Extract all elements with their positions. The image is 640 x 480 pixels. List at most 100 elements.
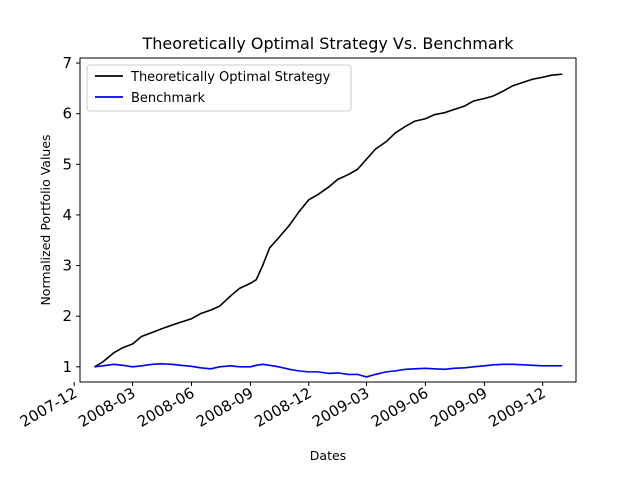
data-point-optimal [190,318,193,320]
data-point-optimal [255,279,257,281]
data-point-benchmark [356,373,359,376]
data-point-optimal [113,352,115,354]
y-tick-label: 1 [62,358,72,376]
data-point-benchmark [385,371,387,373]
data-point-benchmark [453,367,455,369]
data-point-optimal [561,73,563,75]
data-point-optimal [151,331,154,333]
x-axis-label: Dates [310,448,346,463]
data-point-benchmark [199,367,202,369]
x-tick-label: 2009-06 [368,384,431,431]
x-tick-label: 2009-09 [427,384,490,431]
data-point-benchmark [511,363,514,365]
data-point-benchmark [542,365,544,367]
data-point-optimal [444,112,446,114]
x-tick-label: 2008-03 [75,384,138,431]
x-axis-ticks: 2007-122008-032008-062008-092008-122009-… [17,382,549,431]
data-point-benchmark [463,367,466,369]
data-point-optimal [337,178,339,181]
data-point-optimal [288,224,291,226]
data-point-benchmark [394,370,396,372]
data-point-benchmark [413,368,416,370]
y-axis-label: Normalized Portfolio Values [38,134,53,305]
data-point-optimal [424,118,427,120]
data-point-benchmark [317,371,319,373]
legend: Theoretically Optimal Strategy Benchmark [86,64,352,112]
data-point-benchmark [561,365,563,367]
data-point-benchmark [433,368,435,370]
x-tick-label: 2009-03 [309,384,372,431]
y-tick-label: 7 [62,54,72,72]
data-point-optimal [374,148,377,150]
data-point-optimal [180,321,182,323]
data-point-benchmark [229,365,232,367]
data-point-optimal [278,237,280,239]
data-point-optimal [502,90,505,92]
data-point-optimal [356,168,359,170]
data-point-optimal [385,140,387,143]
data-point-benchmark [374,373,377,376]
data-point-benchmark [337,372,339,374]
data-point-optimal [317,194,319,196]
data-point-benchmark [492,364,494,366]
data-point-optimal [492,95,494,97]
x-tick-label: 2008-06 [134,384,197,431]
data-point-benchmark [249,366,252,368]
data-point-optimal [238,287,241,289]
data-point-benchmark [171,363,173,365]
y-tick-label: 3 [62,257,72,275]
series-line-benchmark [94,362,562,378]
data-point-benchmark [502,363,505,365]
data-point-benchmark [522,364,525,366]
series-layer [94,73,563,378]
data-point-optimal [472,100,475,102]
data-point-benchmark [444,368,446,370]
data-point-benchmark [472,366,475,368]
data-point-benchmark [255,364,257,366]
legend-label-benchmark: Benchmark [131,91,206,106]
data-point-optimal [131,343,134,345]
data-point-benchmark [288,368,291,370]
data-point-optimal [219,305,221,307]
data-point-benchmark [278,366,280,368]
data-point-benchmark [404,368,407,370]
data-point-optimal [328,186,330,188]
y-tick-label: 5 [62,155,72,173]
data-point-optimal [542,76,544,78]
data-point-optimal [210,309,212,311]
data-point-benchmark [180,364,182,366]
x-tick-label: 2008-12 [251,384,314,431]
y-tick-label: 2 [62,307,72,325]
data-point-benchmark [151,363,154,365]
data-point-optimal [308,199,310,201]
data-point-optimal [171,324,173,326]
data-point-benchmark [131,366,134,368]
data-point-benchmark [160,363,162,365]
data-point-benchmark [140,365,143,367]
plot-area-frame [79,57,577,383]
data-point-benchmark [483,365,485,367]
data-point-benchmark [94,366,96,368]
data-point-benchmark [219,366,221,368]
data-point-benchmark [328,372,330,374]
data-point-benchmark [210,368,212,370]
data-point-benchmark [190,365,193,367]
data-point-optimal [102,361,104,363]
data-point-optimal [463,105,466,107]
data-point-optimal [199,313,202,315]
data-point-optimal [511,85,514,87]
data-point-optimal [249,282,252,284]
data-point-benchmark [531,364,534,366]
data-point-optimal [160,328,162,330]
data-point-optimal [365,158,368,160]
data-point-optimal [522,81,525,83]
data-point-benchmark [238,366,241,368]
data-point-benchmark [308,371,310,373]
data-point-optimal [483,97,485,100]
x-tick-label: 2008-09 [193,384,256,431]
data-point-optimal [122,346,124,349]
data-point-benchmark [297,370,300,372]
data-point-optimal [453,109,455,111]
data-point-benchmark [113,363,115,365]
data-point-benchmark [365,376,368,378]
